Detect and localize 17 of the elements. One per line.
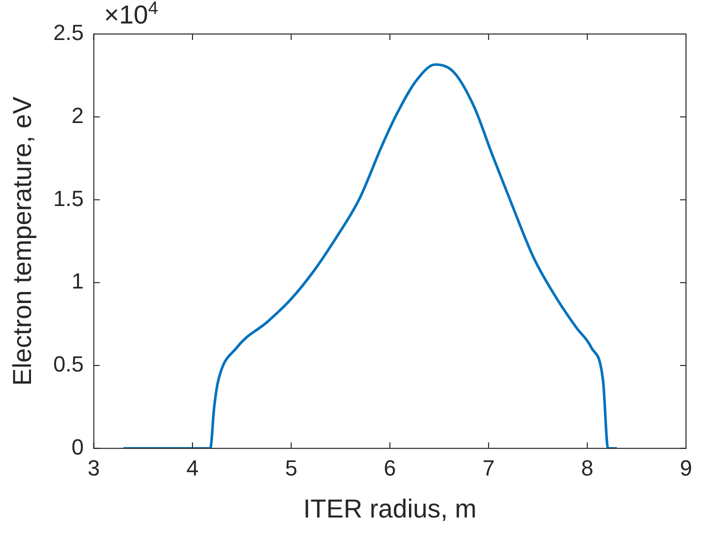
- y-axis-title: Electron temperature, eV: [6, 96, 37, 386]
- y-tick-label: 2: [72, 102, 84, 128]
- y-tick-label: 1.5: [53, 186, 84, 211]
- x-tick-label: 4: [186, 456, 199, 481]
- y-tick-label: 2.5: [53, 20, 84, 46]
- y-tick-label: 0.5: [53, 352, 84, 377]
- x-tick-label: 7: [482, 456, 495, 481]
- y-tick-label: 1: [72, 268, 84, 294]
- line-series: [122, 63, 618, 448]
- x-tick-label: 3: [88, 456, 100, 481]
- x-tick-label: 5: [285, 456, 298, 481]
- x-tick-label: 8: [581, 456, 594, 481]
- x-axis-title: ITER radius, m: [303, 494, 477, 524]
- text: ×10$^{4}$: [104, 0, 158, 31]
- y-tick-label: 0: [72, 434, 84, 460]
- x-tick-label: 9: [680, 456, 692, 481]
- x-tick-label: 6: [384, 456, 396, 481]
